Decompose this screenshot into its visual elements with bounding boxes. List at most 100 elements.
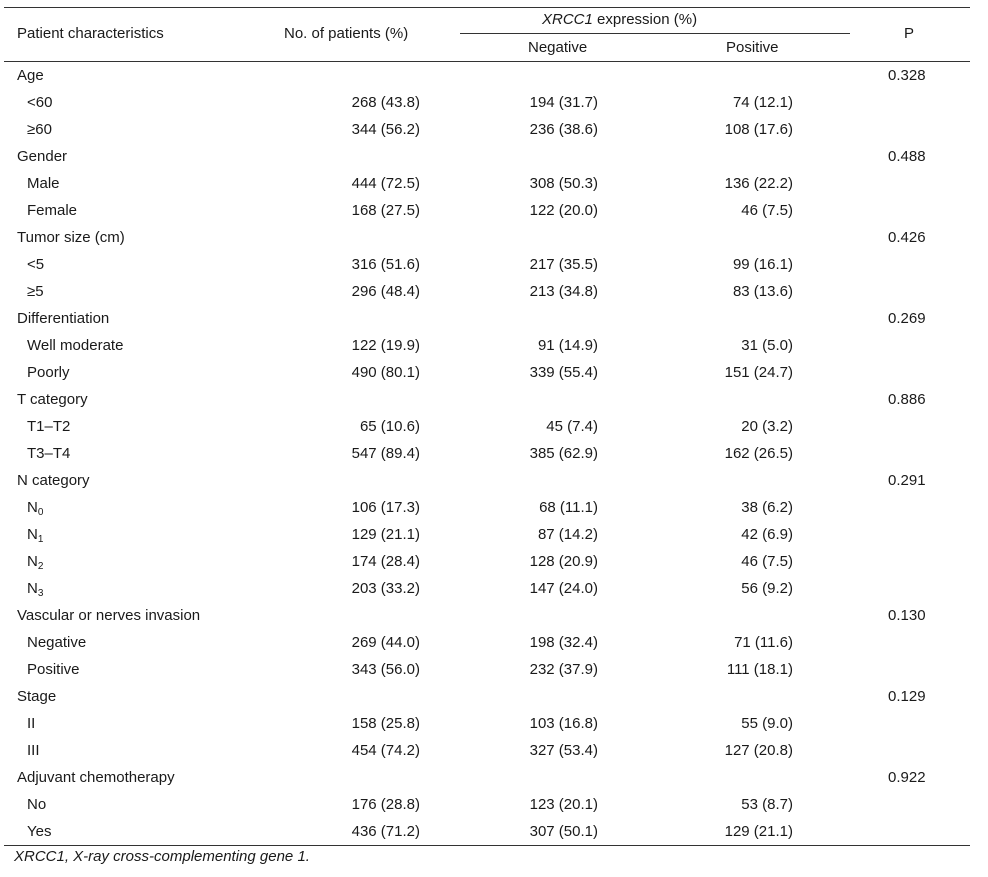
negative-count-cell: 236 (38.6): [529, 121, 598, 138]
group-label: T category: [17, 391, 88, 408]
table-group-row: N category 0.291: [0, 468, 988, 495]
negative-count-cell: 194 (31.7): [529, 94, 598, 111]
table-row: Male 444 (72.5) 308 (50.3) 136 (22.2): [0, 171, 988, 198]
row-label: T1–T2: [27, 418, 71, 435]
table-row: Female 168 (27.5) 122 (20.0) 46 (7.5): [0, 198, 988, 225]
header-no-of-patients: No. of patients (%): [284, 25, 409, 42]
row-label: N1: [27, 526, 44, 545]
positive-count-cell: 74 (12.1): [732, 94, 793, 111]
row-label: No: [27, 796, 47, 813]
positive-count-cell: 53 (8.7): [741, 796, 793, 813]
negative-count-cell: 45 (7.4): [546, 418, 598, 435]
patients-count-cell: 436 (71.2): [351, 823, 420, 840]
row-label: Yes: [27, 823, 52, 840]
positive-count-cell: 56 (9.2): [741, 580, 793, 597]
positive-count-cell: 55 (9.0): [741, 715, 793, 732]
table-row: II 158 (25.8) 103 (16.8) 55 (9.0): [0, 711, 988, 738]
p-value-cell: 0.269: [888, 310, 926, 327]
row-label: Well moderate: [27, 337, 124, 354]
row-label: Poorly: [27, 364, 70, 381]
patients-count-cell: 176 (28.8): [351, 796, 420, 813]
patients-count-cell: 203 (33.2): [351, 580, 420, 597]
p-value-cell: 0.328: [888, 67, 926, 84]
table-group-row: Age 0.328: [0, 63, 988, 90]
table-row: Well moderate 122 (19.9) 91 (14.9) 31 (5.0): [0, 333, 988, 360]
patients-count-cell: 343 (56.0): [351, 661, 420, 678]
table-group-row: Stage 0.129: [0, 684, 988, 711]
row-label: Negative: [27, 634, 87, 651]
p-value-cell: 0.129: [888, 688, 926, 705]
table-top-rule: [4, 7, 970, 8]
group-label: Tumor size (cm): [17, 229, 125, 246]
positive-count-cell: 20 (3.2): [741, 418, 793, 435]
patients-count-cell: 268 (43.8): [351, 94, 420, 111]
row-label: <60: [27, 94, 53, 111]
negative-count-cell: 103 (16.8): [529, 715, 598, 732]
row-label: N0: [27, 499, 44, 518]
group-label: Adjuvant chemotherapy: [17, 769, 175, 786]
positive-count-cell: 46 (7.5): [741, 202, 793, 219]
patients-count-cell: 158 (25.8): [351, 715, 420, 732]
p-value-cell: 0.488: [888, 148, 926, 165]
table-row: N1 129 (21.1) 87 (14.2) 42 (6.9): [0, 522, 988, 549]
patients-count-cell: 316 (51.6): [351, 256, 420, 273]
row-label: II: [27, 715, 36, 732]
header-p-value: P: [904, 25, 915, 42]
p-value-cell: 0.426: [888, 229, 926, 246]
patients-count-cell: 168 (27.5): [351, 202, 420, 219]
patients-count-cell: 174 (28.4): [351, 553, 420, 570]
patients-count-cell: 454 (74.2): [351, 742, 420, 759]
table-row: <5 316 (51.6) 217 (35.5) 99 (16.1): [0, 252, 988, 279]
header-span-rule: [460, 33, 850, 34]
table-group-row: Vascular or nerves invasion 0.130: [0, 603, 988, 630]
table-row: III 454 (74.2) 327 (53.4) 127 (20.8): [0, 738, 988, 765]
positive-count-cell: 108 (17.6): [724, 121, 793, 138]
header-positive: Positive: [726, 39, 779, 56]
table-group-row: T category 0.886: [0, 387, 988, 414]
p-value-cell: 0.291: [888, 472, 926, 489]
positive-count-cell: 111 (18.1): [726, 661, 793, 678]
row-label: Positive: [27, 661, 80, 678]
group-label: N category: [17, 472, 90, 489]
p-value-cell: 0.886: [888, 391, 926, 408]
row-label: Male: [27, 175, 60, 192]
group-label: Age: [17, 67, 44, 84]
p-value-cell: 0.130: [888, 607, 926, 624]
positive-count-cell: 46 (7.5): [741, 553, 793, 570]
header-expression-suffix: expression (%): [592, 11, 698, 28]
header-patient-characteristics: Patient characteristics: [17, 25, 164, 42]
table-row: ≥5 296 (48.4) 213 (34.8) 83 (13.6): [0, 279, 988, 306]
patients-count-cell: 296 (48.4): [351, 283, 420, 300]
table-footnote: XRCC1, X-ray cross-complementing gene 1.: [14, 848, 310, 865]
negative-count-cell: 123 (20.1): [529, 796, 598, 813]
negative-count-cell: 327 (53.4): [529, 742, 598, 759]
negative-count-cell: 217 (35.5): [529, 256, 598, 273]
table-row: Positive 343 (56.0) 232 (37.9) 111 (18.1): [0, 657, 988, 684]
positive-count-cell: 71 (11.6): [734, 634, 793, 651]
positive-count-cell: 99 (16.1): [732, 256, 793, 273]
positive-count-cell: 31 (5.0): [741, 337, 793, 354]
table-bottom-rule: [4, 845, 970, 846]
row-label: T3–T4: [27, 445, 71, 462]
negative-count-cell: 91 (14.9): [537, 337, 598, 354]
table-group-row: Adjuvant chemotherapy 0.922: [0, 765, 988, 792]
patients-count-cell: 129 (21.1): [351, 526, 420, 543]
row-label: N2: [27, 553, 44, 572]
patients-count-cell: 106 (17.3): [351, 499, 420, 516]
patients-count-cell: 344 (56.2): [351, 121, 420, 138]
table-row: Negative 269 (44.0) 198 (32.4) 71 (11.6): [0, 630, 988, 657]
table-group-row: Tumor size (cm) 0.426: [0, 225, 988, 252]
row-label: ≥5: [27, 283, 44, 300]
row-label: N3: [27, 580, 44, 599]
positive-count-cell: 136 (22.2): [724, 175, 793, 192]
patients-count-cell: 547 (89.4): [351, 445, 420, 462]
table-row: T1–T2 65 (10.6) 45 (7.4) 20 (3.2): [0, 414, 988, 441]
negative-count-cell: 198 (32.4): [529, 634, 598, 651]
negative-count-cell: 68 (11.1): [539, 499, 598, 516]
header-bottom-rule: [4, 61, 970, 62]
table-row: Yes 436 (71.2) 307 (50.1) 129 (21.1): [0, 819, 988, 846]
negative-count-cell: 147 (24.0): [529, 580, 598, 597]
positive-count-cell: 127 (20.8): [724, 742, 793, 759]
negative-count-cell: 339 (55.4): [529, 364, 598, 381]
